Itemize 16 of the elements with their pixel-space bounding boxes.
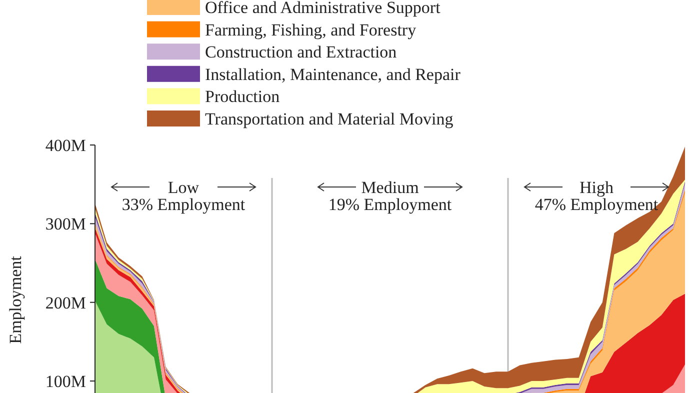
annotation: Medium	[361, 178, 419, 197]
legend-label: Office and Administrative Support	[205, 0, 441, 17]
y-tick-label: 400M	[45, 136, 86, 155]
legend-label: Installation, Maintenance, and Repair	[205, 64, 461, 84]
y-axis-title: Employment	[6, 256, 25, 344]
annotation: High	[580, 178, 614, 197]
annotation: 19% Employment	[328, 195, 452, 214]
legend-label: Production	[205, 87, 280, 106]
legend-label: Transportation and Material Moving	[205, 110, 454, 128]
annotation: Low	[168, 178, 200, 197]
annotation: 33% Employment	[122, 195, 246, 214]
legend-label: Construction and Extraction	[205, 42, 398, 62]
y-tick-label: 200M	[45, 293, 86, 312]
legend-label: Farming, Fishing, and Forestry	[205, 20, 417, 40]
y-tick-label: 300M	[45, 214, 86, 234]
y-tick-label: 100M	[45, 372, 86, 392]
